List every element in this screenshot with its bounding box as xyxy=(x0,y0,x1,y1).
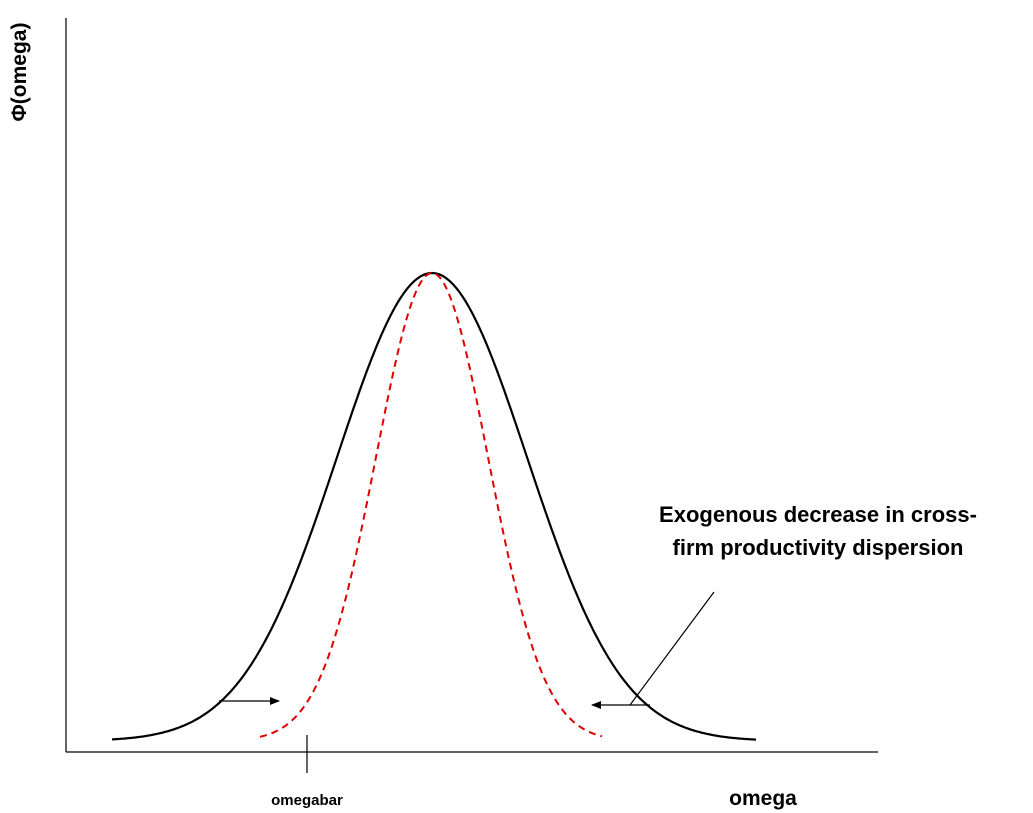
annotation-line: firm productivity dispersion xyxy=(673,535,964,560)
narrow-distribution xyxy=(259,271,603,738)
wide-distribution xyxy=(111,271,757,741)
x-axis-label: omega xyxy=(729,787,797,810)
y-axis-label: Φ(omega) xyxy=(8,23,31,122)
annotation-line: Exogenous decrease in cross- xyxy=(659,502,977,527)
leader-line xyxy=(629,591,715,706)
omegabar-label: omegabar xyxy=(271,792,343,809)
